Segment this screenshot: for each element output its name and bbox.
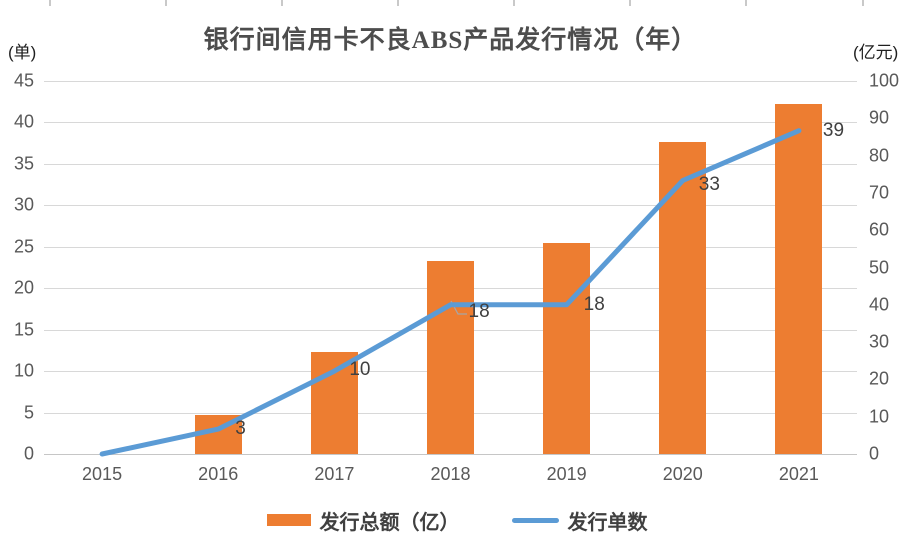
data-label-2021: 39 bbox=[822, 119, 845, 141]
line-series-swatch bbox=[511, 517, 559, 523]
right-axis-tick-label: 60 bbox=[869, 219, 890, 240]
left-axis-tick-label: 45 bbox=[13, 70, 34, 91]
top-axis-tick bbox=[513, 0, 516, 6]
top-axis-tick bbox=[861, 0, 864, 6]
gridline bbox=[44, 122, 857, 124]
right-axis-tick-label: 50 bbox=[869, 257, 890, 277]
left-axis-tick-label: 30 bbox=[13, 194, 34, 215]
legend: 发行总额（亿） 发行单数 bbox=[0, 503, 914, 537]
bar-series-swatch bbox=[266, 514, 311, 526]
gridline bbox=[44, 205, 857, 207]
right-axis-tick-label: 10 bbox=[869, 406, 890, 427]
left-axis-tick-label: 10 bbox=[13, 360, 34, 381]
left-axis-tick-label: 0 bbox=[23, 443, 34, 464]
top-axis-tick bbox=[48, 0, 51, 6]
x-axis-year-label: 2021 bbox=[778, 464, 819, 484]
right-axis-tick-label: 70 bbox=[869, 182, 890, 203]
left-axis-tick-label: 35 bbox=[13, 153, 34, 174]
top-axis-tick bbox=[280, 0, 283, 6]
data-label-2018: 18 bbox=[468, 300, 490, 322]
right-axis-tick-label: 40 bbox=[869, 294, 890, 315]
gridline bbox=[44, 81, 857, 82]
x-axis-year-label: 2020 bbox=[662, 464, 703, 484]
x-axis-year-label: 2019 bbox=[546, 464, 587, 484]
x-axis-year-label: 2018 bbox=[430, 464, 471, 484]
x-axis-year-label: 2016 bbox=[198, 464, 239, 484]
right-axis-tick-label: 20 bbox=[869, 368, 890, 389]
top-axis-tick bbox=[745, 0, 748, 6]
data-label-2019: 18 bbox=[583, 293, 605, 315]
right-axis-tick-label: 0 bbox=[869, 443, 880, 464]
bar-2018 bbox=[427, 260, 474, 454]
bar-2021 bbox=[775, 103, 823, 454]
right-axis-tick-label: 90 bbox=[869, 107, 890, 128]
legend-item-total-amount: 发行总额（亿） bbox=[266, 506, 460, 535]
left-axis-tick-label: 40 bbox=[13, 111, 34, 132]
left-axis-unit-label: (单) bbox=[8, 43, 37, 62]
top-axis-tick bbox=[164, 0, 167, 6]
right-axis-tick-label: 30 bbox=[869, 331, 890, 352]
left-axis-tick-label: 20 bbox=[13, 277, 34, 298]
bar-2019 bbox=[543, 242, 591, 454]
top-axis-tick bbox=[629, 0, 632, 6]
x-axis-year-label: 2017 bbox=[314, 464, 355, 484]
gridline bbox=[44, 163, 857, 165]
legend-label-issue-count: 发行单数 bbox=[567, 511, 648, 534]
chart-title: 银行间信用卡不良ABS产品发行情况（年） bbox=[203, 27, 698, 54]
left-axis-tick-label: 5 bbox=[23, 402, 34, 423]
data-label-2020: 33 bbox=[698, 174, 720, 196]
data-label-2016: 3 bbox=[235, 418, 246, 440]
legend-item-issue-count: 发行单数 bbox=[511, 506, 648, 535]
right-axis-tick-label: 100 bbox=[869, 70, 900, 91]
top-axis-tick bbox=[396, 0, 399, 6]
left-axis-tick-label: 15 bbox=[13, 319, 34, 340]
gridline bbox=[44, 246, 857, 248]
x-axis-year-label: 2015 bbox=[82, 464, 123, 484]
x-axis-line bbox=[44, 454, 857, 455]
right-axis-tick-label: 80 bbox=[869, 145, 890, 166]
data-label-2017: 10 bbox=[349, 359, 371, 381]
left-axis-tick-label: 25 bbox=[13, 236, 34, 257]
right-axis-unit-label: (亿元) bbox=[853, 43, 899, 62]
legend-label-total-amount: 发行总额（亿） bbox=[319, 511, 460, 534]
